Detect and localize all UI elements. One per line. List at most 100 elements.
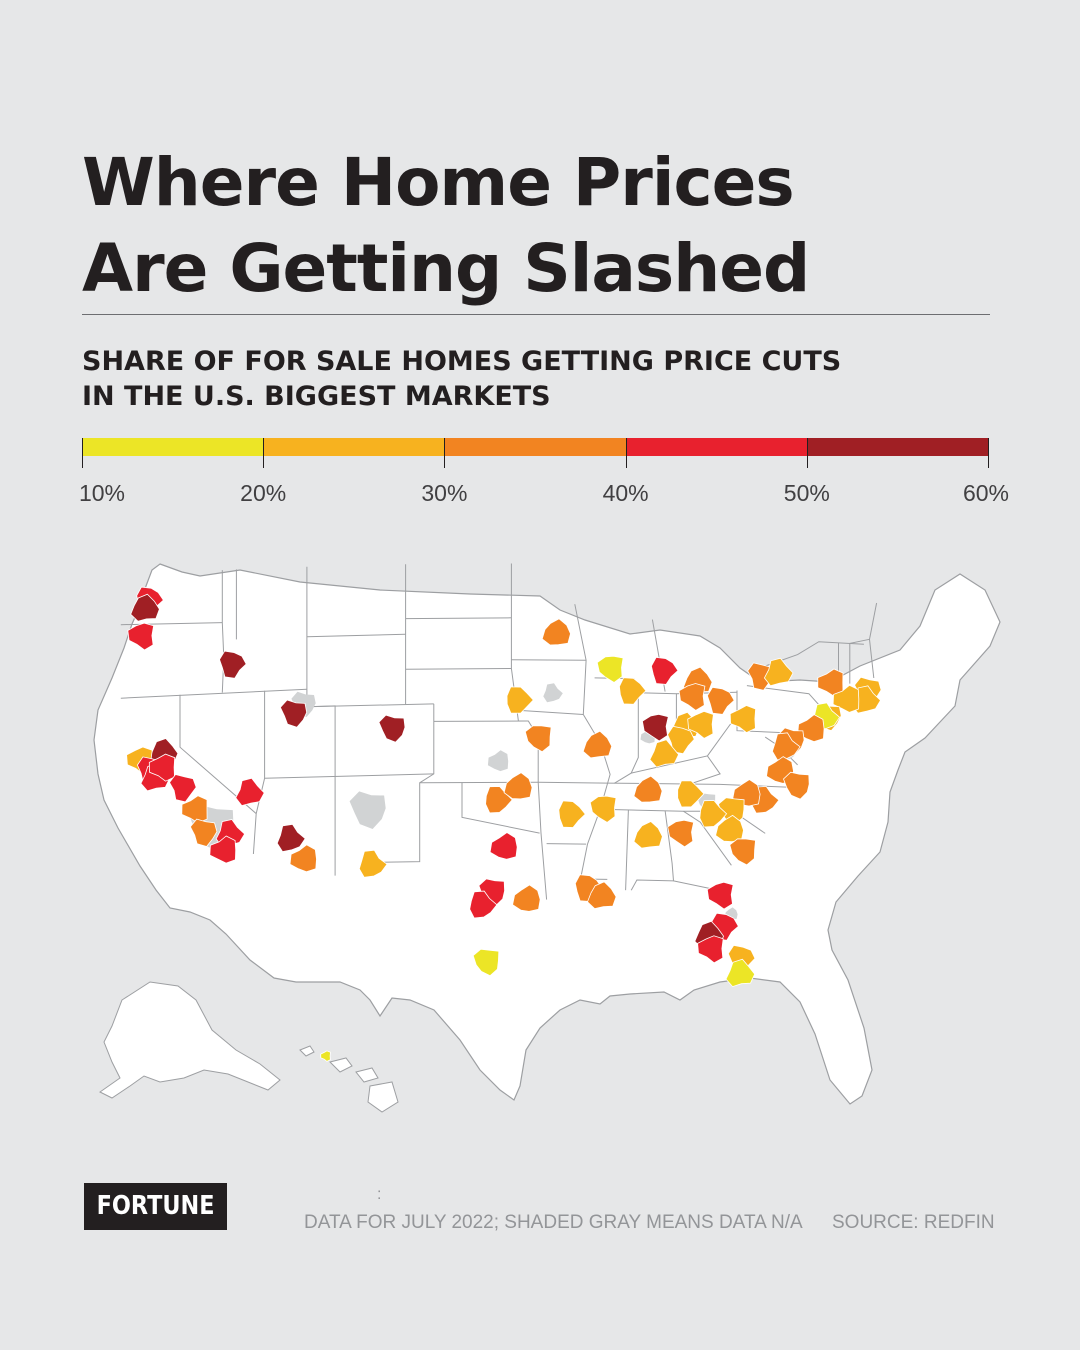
state-border: [306, 633, 406, 638]
state-border: [264, 773, 434, 779]
na-area: [543, 683, 563, 703]
hawaii-island-3: [355, 1067, 379, 1083]
market-philadelphia: [797, 714, 825, 743]
market-los-angeles: [189, 818, 218, 847]
market-tulsa: [503, 772, 533, 800]
color-legend: 10% 20% 30% 40% 50% 60%: [78, 438, 1009, 518]
state-border: [120, 688, 307, 699]
alaska-shape: [99, 981, 281, 1099]
market-boise: [219, 650, 247, 679]
market-hartford: [832, 684, 860, 713]
subtitle-line-1: SHARE OF FOR SALE HOMES GETTING PRICE CU…: [82, 346, 842, 377]
market-houston: [512, 884, 541, 912]
market-salt-lake-city: [279, 699, 308, 728]
market-oklahoma-city: [485, 786, 513, 814]
market-nashville: [633, 775, 663, 803]
market-tacoma: [130, 593, 160, 622]
legend-label: 50%: [783, 480, 830, 506]
state-border: [574, 604, 611, 880]
market-new-orleans: [587, 881, 617, 910]
market-knoxville: [677, 780, 705, 808]
legend-label: 10%: [78, 480, 126, 506]
state-border: [625, 809, 629, 891]
na-area: [487, 750, 509, 772]
state-border: [510, 563, 548, 900]
market-miami: [725, 958, 756, 988]
market-columbus: [687, 710, 714, 739]
market-cincinnati: [667, 725, 695, 755]
market-indianapolis: [641, 713, 669, 742]
legend-label: 40%: [602, 480, 649, 506]
footnote-colon: :: [377, 1186, 382, 1203]
market-san-diego: [209, 835, 237, 864]
market-memphis: [589, 795, 617, 823]
market-atlanta: [667, 819, 695, 848]
market-kansas-city: [524, 725, 552, 753]
market-dallas: [489, 832, 518, 860]
legend-tick: [625, 438, 627, 468]
hawaii-island-1: [299, 1045, 315, 1057]
market-areas: [126, 586, 882, 1062]
legend-bin-4: [625, 438, 807, 456]
market-charleston: [729, 838, 756, 866]
market-birmingham: [633, 821, 663, 849]
state-border: [521, 710, 584, 715]
market-fresno: [169, 774, 197, 803]
state-border: [306, 703, 434, 708]
legend-label: 30%: [421, 480, 468, 506]
market-buffalo: [747, 662, 775, 691]
market-washington: [771, 732, 801, 761]
market-grand-rapids: [650, 656, 679, 685]
fortune-logo: FORTUNE: [84, 1183, 227, 1230]
legend-bin-3: [444, 438, 626, 456]
state-border: [511, 659, 587, 661]
market-louisville: [649, 739, 680, 768]
market-minneapolis: [541, 618, 571, 646]
legend-bin-1: [82, 438, 264, 456]
market-tucson: [289, 844, 317, 873]
page-title: Where Home Prices Are Getting Slashed: [82, 140, 1002, 312]
legend-label: 20%: [240, 480, 287, 506]
legend-tick: [263, 438, 265, 468]
state-border: [546, 843, 587, 845]
market-little-rock: [558, 800, 586, 828]
legend-tick: [444, 438, 446, 468]
market-san-antonio: [469, 890, 498, 919]
market-greenville: [699, 800, 728, 828]
market-pittsburgh: [729, 705, 757, 734]
us-map: [93, 563, 1001, 1113]
title-divider: [82, 314, 990, 315]
state-border: [461, 782, 540, 834]
state-border: [869, 602, 878, 640]
market-phoenix: [276, 823, 306, 853]
market-north-port: [697, 935, 724, 964]
footnote: DATA FOR JULY 2022; SHADED GRAY MEANS DA…: [304, 1212, 803, 1233]
title-line-1: Where Home Prices: [82, 144, 795, 221]
legend-tick: [988, 438, 989, 468]
legend-tick: [806, 438, 808, 468]
title-line-2: Are Getting Slashed: [82, 230, 810, 307]
market-stockton: [148, 753, 176, 782]
market-mcallen: [472, 948, 500, 977]
legend-bin-2: [263, 438, 445, 456]
market-madison: [596, 655, 624, 683]
market-cleveland: [706, 686, 735, 715]
legend-label: 60%: [962, 480, 1010, 506]
market-las-vegas: [235, 777, 265, 807]
market-el-paso: [358, 849, 388, 878]
market-virginia-beach: [783, 771, 810, 800]
state-border: [179, 694, 257, 814]
state-border: [405, 617, 512, 620]
market-denver: [378, 714, 406, 743]
state-border: [221, 570, 225, 693]
source-credit: SOURCE: REDFIN: [832, 1212, 995, 1233]
legend-bin-5: [806, 438, 988, 456]
market-rochester: [763, 657, 794, 687]
market-toledo: [678, 683, 706, 711]
state-border: [405, 668, 512, 670]
market-chicago: [618, 677, 647, 705]
market-jacksonville: [706, 881, 734, 910]
na-area: [349, 791, 386, 829]
market-omaha: [506, 686, 534, 714]
hawaii-island-4: [367, 1081, 399, 1113]
